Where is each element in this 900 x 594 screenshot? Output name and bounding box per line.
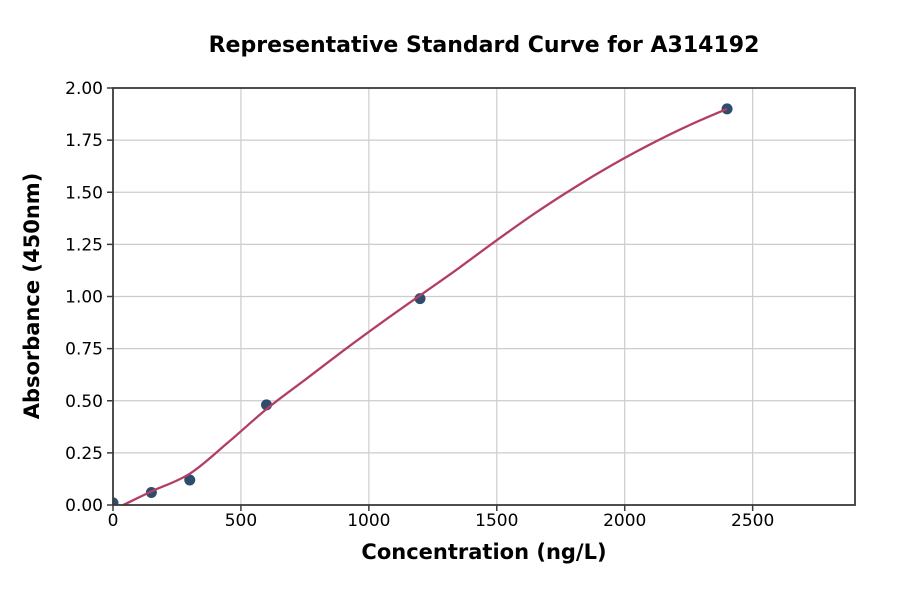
data-point [414,293,426,305]
y-tick-label: 2.00 [65,79,103,99]
x-tick-label: 0 [108,511,119,531]
x-tick-label: 1500 [475,511,518,531]
x-tick-label: 2500 [731,511,774,531]
x-axis-label: Concentration (ng/L) [361,540,607,564]
y-tick-label: 0.25 [65,444,103,464]
chart-title: Representative Standard Curve for A31419… [208,33,760,58]
x-tick-label: 1000 [347,511,390,531]
y-tick-label: 1.50 [65,183,103,203]
y-tick-label: 1.25 [65,235,103,255]
y-tick-label: 1.75 [65,131,103,151]
x-tick-label: 500 [225,511,257,531]
fitted-curve [122,107,728,505]
y-tick-label: 1.00 [65,288,103,308]
data-point [113,497,119,505]
data-point [184,474,196,486]
y-tick-label: 0.00 [65,496,103,516]
y-tick-label: 0.50 [65,392,103,412]
x-tick-label: 2000 [603,511,646,531]
y-tick-label: 0.75 [65,340,103,360]
